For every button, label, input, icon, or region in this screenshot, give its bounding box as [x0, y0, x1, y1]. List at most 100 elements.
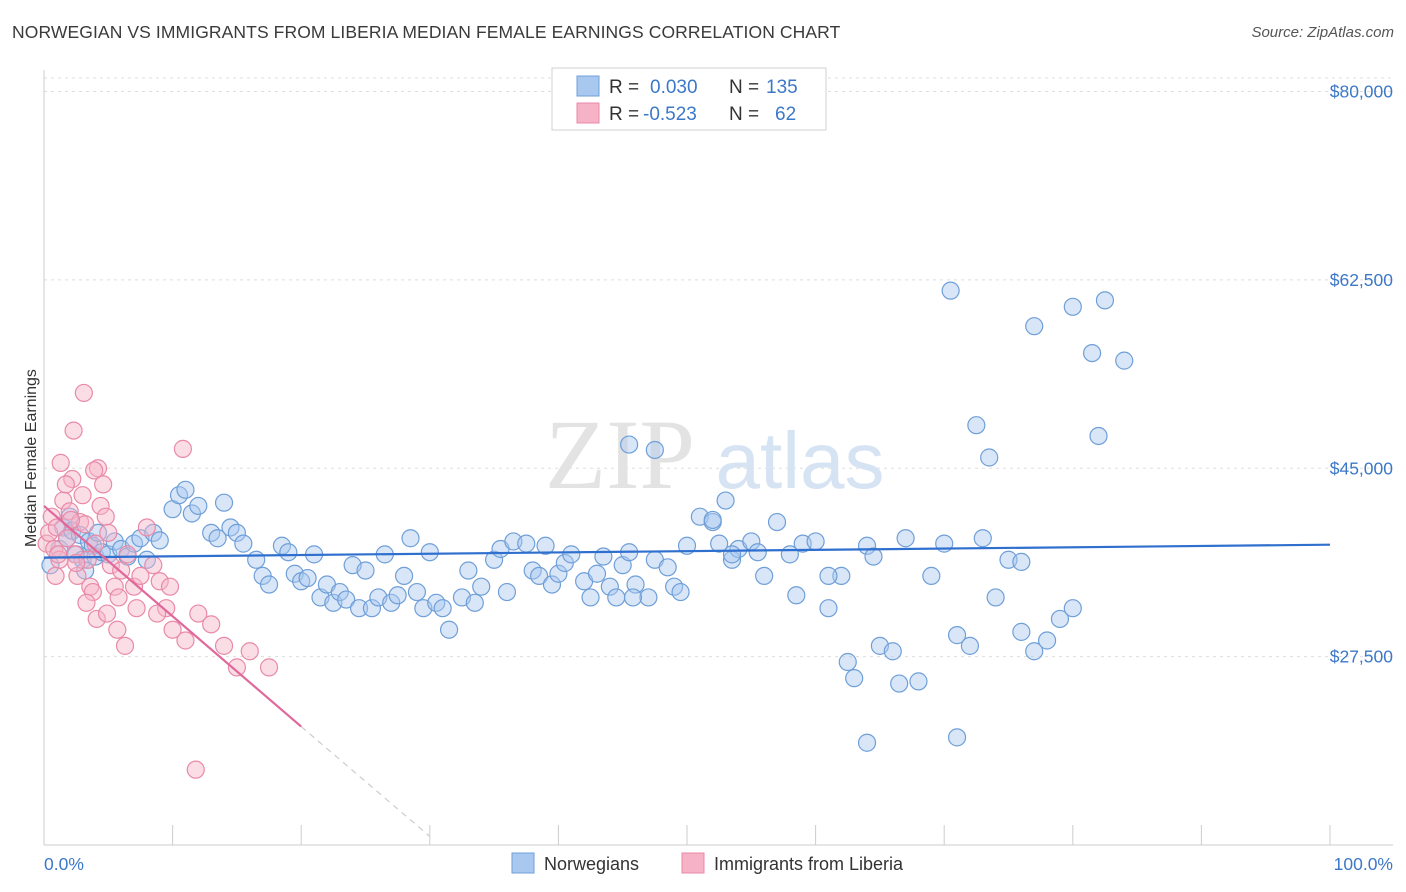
liberia-point-23: [99, 523, 118, 542]
norwegians-point-26: [176, 480, 195, 499]
norwegians-point-78: [549, 564, 568, 583]
norwegians-point-59: [407, 582, 427, 602]
liberia-point-7: [58, 529, 77, 548]
liberia-point-52: [148, 604, 167, 623]
liberia-point-41: [51, 453, 70, 472]
norwegians-point-71: [497, 582, 517, 602]
norwegians-point-120: [909, 672, 928, 691]
norwegians-point-31: [214, 493, 234, 512]
x-tick-label-max: 100.0%: [1334, 854, 1393, 874]
liberia-point-14: [76, 515, 95, 534]
norwegians-point-55: [382, 593, 401, 612]
norwegians-point-30: [208, 529, 227, 548]
norwegians-point-146: [1063, 297, 1082, 316]
liberia-point-54: [173, 439, 192, 458]
norwegians-point-61: [420, 543, 439, 562]
norwegians-point-119: [896, 529, 915, 548]
norwegians-point-75: [530, 566, 549, 586]
norwegians-point-110: [819, 599, 838, 618]
norwegians-point-27: [182, 504, 201, 523]
liberia-point-29: [124, 577, 144, 596]
bottom-legend-norwegians: Norwegians: [544, 854, 639, 874]
norwegians-point-107: [787, 586, 806, 605]
norwegians-point-83: [587, 564, 607, 583]
norwegians-point-85: [600, 577, 619, 596]
norwegians-point-63: [433, 599, 452, 618]
norwegians-point-35: [247, 550, 266, 569]
norwegians-point-138: [967, 416, 986, 435]
norwegians-point-113: [845, 669, 864, 688]
norwegians-point-23: [150, 531, 169, 550]
liberia-point-34: [157, 599, 176, 618]
legend-n-label-liberia: N =: [729, 104, 759, 125]
liberia-point-60: [61, 510, 81, 530]
liberia-point-20: [91, 496, 110, 516]
liberia-point-35: [163, 620, 182, 639]
norwegians-point-77: [542, 575, 562, 594]
norwegians-point-67: [465, 593, 484, 612]
liberia-point-53: [160, 577, 180, 596]
y-tick-labels: $27,500 $45,000 $62,500 $80,000: [1330, 82, 1394, 667]
norwegians-point-50: [349, 599, 369, 618]
norwegians-point-121: [922, 566, 941, 586]
y-tick-label-0: $27,500: [1330, 647, 1394, 667]
bottom-legend-liberia: Immigrants from Liberia: [714, 854, 904, 874]
bottom-legend-swatch-liberia: [681, 852, 705, 874]
norwegians-point-109: [806, 532, 825, 551]
liberia-point-61: [85, 461, 104, 480]
norwegians-point-142: [1025, 317, 1044, 336]
chart-title: NORWEGIAN VS IMMIGRANTS FROM LIBERIA MED…: [12, 22, 841, 42]
liberia-point-57: [259, 658, 279, 677]
norwegians-point-103: [748, 543, 767, 562]
norwegians-point-141: [1082, 343, 1102, 363]
liberia-point-59: [49, 545, 68, 564]
liberia-point-32: [144, 556, 163, 575]
liberia-point-45: [67, 553, 86, 573]
zipatlas-watermark: ZIP atlas: [545, 399, 884, 510]
norwegians-point-118: [890, 674, 909, 693]
legend-r-label-norwegians: R =: [609, 77, 639, 98]
norwegians-point-73: [517, 534, 536, 553]
norwegians-point-80: [562, 545, 581, 564]
norwegians-point-130: [1037, 631, 1057, 650]
liberia-point-58: [46, 566, 65, 586]
norwegians-point-13: [88, 523, 108, 542]
norwegians-point-52: [362, 599, 382, 618]
series-liberia-points: [37, 383, 279, 779]
norwegians-point-47: [330, 582, 349, 602]
norwegians-point-39: [279, 543, 298, 562]
y-axis-label: Median Female Earnings: [23, 369, 40, 547]
norwegians-point-145: [857, 733, 877, 752]
norwegians-point-86: [607, 588, 626, 607]
norwegians-point-123: [947, 626, 967, 645]
norwegians-point-28: [189, 496, 208, 516]
norwegians-point-94: [671, 582, 690, 602]
norwegians-point-139: [1089, 426, 1108, 446]
norwegians-point-48: [337, 590, 356, 609]
liberia-point-17: [83, 582, 102, 602]
norwegians-point-147: [1095, 291, 1115, 310]
liberia-point-42: [64, 421, 83, 440]
legend-n-value-liberia: 62: [775, 104, 796, 125]
liberia-point-46: [77, 593, 96, 612]
y-tick-label-2: $62,500: [1330, 270, 1394, 290]
liberia-point-51: [127, 599, 146, 618]
liberia-point-26: [109, 588, 128, 607]
liberia-point-33: [150, 572, 169, 591]
x-tick-label-min: 0.0%: [44, 854, 84, 874]
liberia-point-49: [108, 620, 127, 639]
legend-r-value-norwegians: 0.030: [650, 77, 698, 98]
norwegians-point-128: [1012, 622, 1031, 641]
norwegians-point-99: [716, 491, 735, 510]
norwegians-point-140: [1115, 351, 1134, 370]
legend-n-label-norwegians: N =: [729, 77, 759, 98]
norwegians-point-64: [439, 620, 459, 639]
liberia-point-47: [87, 609, 106, 629]
liberia-point-30: [131, 566, 150, 586]
liberia-point-48: [97, 604, 117, 623]
liberia-point-28: [118, 545, 137, 564]
liberia-point-11: [68, 566, 87, 586]
norwegians-point-98: [710, 534, 729, 553]
liberia-trend-line: [43, 505, 302, 728]
